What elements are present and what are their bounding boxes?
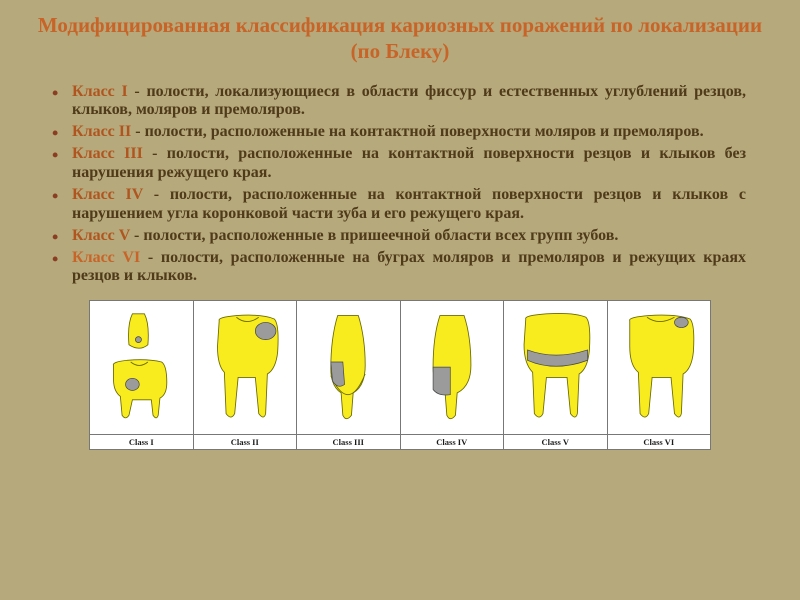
- list-item: Класс VI - полости, расположенные на буг…: [52, 249, 746, 287]
- item-text: - полости, расположенные в пришеечной об…: [130, 227, 618, 244]
- diagram-caption: Class I: [90, 434, 193, 449]
- diagram-cell-class-2: Class II: [194, 301, 298, 449]
- list-item: Класс I - полости, локализующиеся в обла…: [52, 83, 746, 121]
- tooth-icon: [194, 301, 297, 434]
- tooth-icon: [504, 301, 607, 434]
- item-text: - полости, расположенные на контактной п…: [72, 186, 746, 222]
- diagram-cell-class-5: Class V: [504, 301, 608, 449]
- item-text: - полости, расположенные на контактной п…: [72, 145, 746, 181]
- class-label: Класс II: [72, 123, 131, 140]
- class-label: Класс I: [72, 83, 128, 100]
- list-item: Класс V - полости, расположенные в прише…: [52, 227, 746, 246]
- bullet-list: Класс I - полости, локализующиеся в обла…: [52, 83, 746, 287]
- item-text: - полости, расположенные на контактной п…: [131, 123, 703, 140]
- diagram-cell-class-3: Class III: [297, 301, 401, 449]
- class-label: Класс VI: [72, 249, 148, 266]
- item-text: - полости, расположенные на буграх моляр…: [72, 249, 746, 285]
- classification-diagram: Class I Class II Class III: [89, 300, 711, 450]
- diagram-cell-class-6: Class VI: [608, 301, 711, 449]
- diagram-caption: Class III: [297, 434, 400, 449]
- tooth-icon: [401, 301, 504, 434]
- diagram-cell-class-4: Class IV: [401, 301, 505, 449]
- class-label: Класс IV: [72, 186, 143, 203]
- list-item: Класс II - полости, расположенные на кон…: [52, 123, 746, 142]
- list-item: Класс III - полости, расположенные на ко…: [52, 145, 746, 183]
- slide-title: Модифицированная классификация кариозных…: [28, 12, 772, 65]
- tooth-icon: [90, 301, 193, 434]
- slide: Модифицированная классификация кариозных…: [0, 0, 800, 600]
- tooth-icon: [608, 301, 711, 434]
- diagram-caption: Class VI: [608, 434, 711, 449]
- tooth-icon: [297, 301, 400, 434]
- class-label: Класс III: [72, 145, 143, 162]
- diagram-caption: Class II: [194, 434, 297, 449]
- item-text: - полости, локализующиеся в области фисс…: [72, 83, 746, 119]
- diagram-cell-class-1: Class I: [90, 301, 194, 449]
- class-label: Класс V: [72, 227, 130, 244]
- list-item: Класс IV - полости, расположенные на кон…: [52, 186, 746, 224]
- diagram-caption: Class V: [504, 434, 607, 449]
- diagram-caption: Class IV: [401, 434, 504, 449]
